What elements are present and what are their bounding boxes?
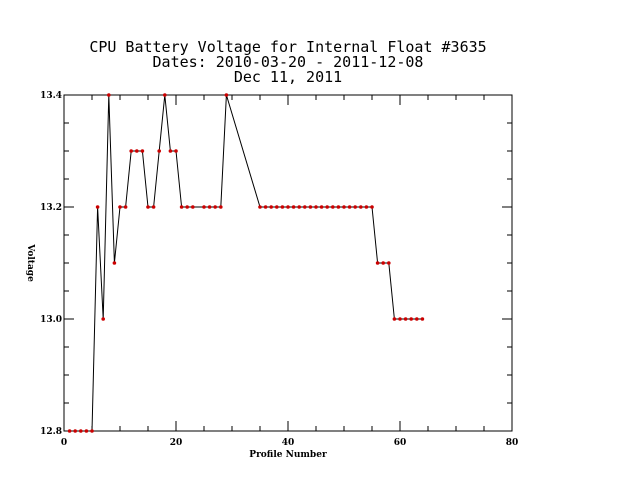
data-point (101, 317, 105, 321)
data-point (129, 149, 133, 153)
data-point (84, 429, 89, 433)
data-point (202, 205, 206, 209)
data-point (163, 93, 167, 97)
data-point (403, 317, 408, 321)
data-point (286, 205, 290, 209)
data-point (314, 205, 318, 209)
data-point (179, 205, 184, 209)
data-point (359, 205, 363, 209)
data-point (319, 205, 324, 209)
data-point (415, 317, 419, 321)
chart-title-line-1: CPU Battery Voltage for Internal Float #… (89, 38, 486, 56)
data-point (258, 205, 262, 209)
series-line (69, 94, 423, 432)
data-point (375, 261, 380, 265)
data-point (280, 205, 285, 209)
data-point (73, 429, 77, 433)
data-point (219, 205, 223, 209)
data-point (269, 205, 274, 209)
data-point (174, 149, 178, 153)
x-tick-label: 0 (61, 438, 67, 448)
x-tick-label: 20 (170, 438, 183, 448)
data-point (420, 317, 425, 321)
data-point (263, 205, 268, 209)
data-point (118, 205, 122, 209)
data-point (157, 149, 161, 153)
y-tick-label: 13.0 (40, 315, 62, 325)
chart-title-line-2: Dates: 2010-03-20 - 2011-12-08 (153, 53, 424, 71)
data-point (308, 205, 313, 209)
data-point (353, 205, 358, 209)
data-point (191, 205, 195, 209)
data-point (331, 205, 335, 209)
y-tick-label: 13.4 (40, 91, 62, 101)
data-point (303, 205, 307, 209)
axis-tick-labels: 0 20 40 60 80 12.8 13.0 13.2 13.4 (40, 91, 518, 448)
data-point (213, 205, 217, 209)
data-point (107, 93, 111, 97)
data-point (398, 317, 402, 321)
data-point (387, 261, 391, 265)
data-point (146, 205, 150, 209)
data-point (347, 205, 352, 209)
data-point (135, 149, 139, 153)
data-point (90, 429, 94, 433)
y-tick-label: 12.8 (40, 427, 62, 437)
data-point (409, 317, 414, 321)
data-point (112, 261, 117, 265)
plot-frame (63, 94, 513, 432)
chart-title-line-3: Dec 11, 2011 (234, 68, 342, 86)
data-point (67, 429, 72, 433)
data-point (185, 205, 189, 209)
data-point (224, 93, 229, 97)
axis-ticks (63, 94, 513, 432)
data-point (297, 205, 302, 209)
data-point (342, 205, 346, 209)
data-point (291, 205, 296, 209)
y-axis-label: Voltage (25, 243, 35, 282)
data-point (207, 205, 212, 209)
data-point (140, 149, 145, 153)
data-point (370, 205, 374, 209)
data-point (168, 149, 173, 153)
y-tick-label: 13.2 (40, 203, 62, 213)
x-tick-label: 80 (506, 438, 519, 448)
data-point (275, 205, 279, 209)
data-point (123, 205, 128, 209)
data-point (95, 205, 100, 209)
data-point (79, 429, 83, 433)
data-point (325, 205, 330, 209)
data-point (381, 261, 386, 265)
data-point (151, 205, 156, 209)
x-tick-label: 40 (282, 438, 295, 448)
data-point (392, 317, 397, 321)
data-point (364, 205, 369, 209)
x-tick-label: 60 (394, 438, 407, 448)
x-axis-label: Profile Number (249, 450, 327, 460)
series-markers (67, 93, 425, 433)
data-point (336, 205, 341, 209)
